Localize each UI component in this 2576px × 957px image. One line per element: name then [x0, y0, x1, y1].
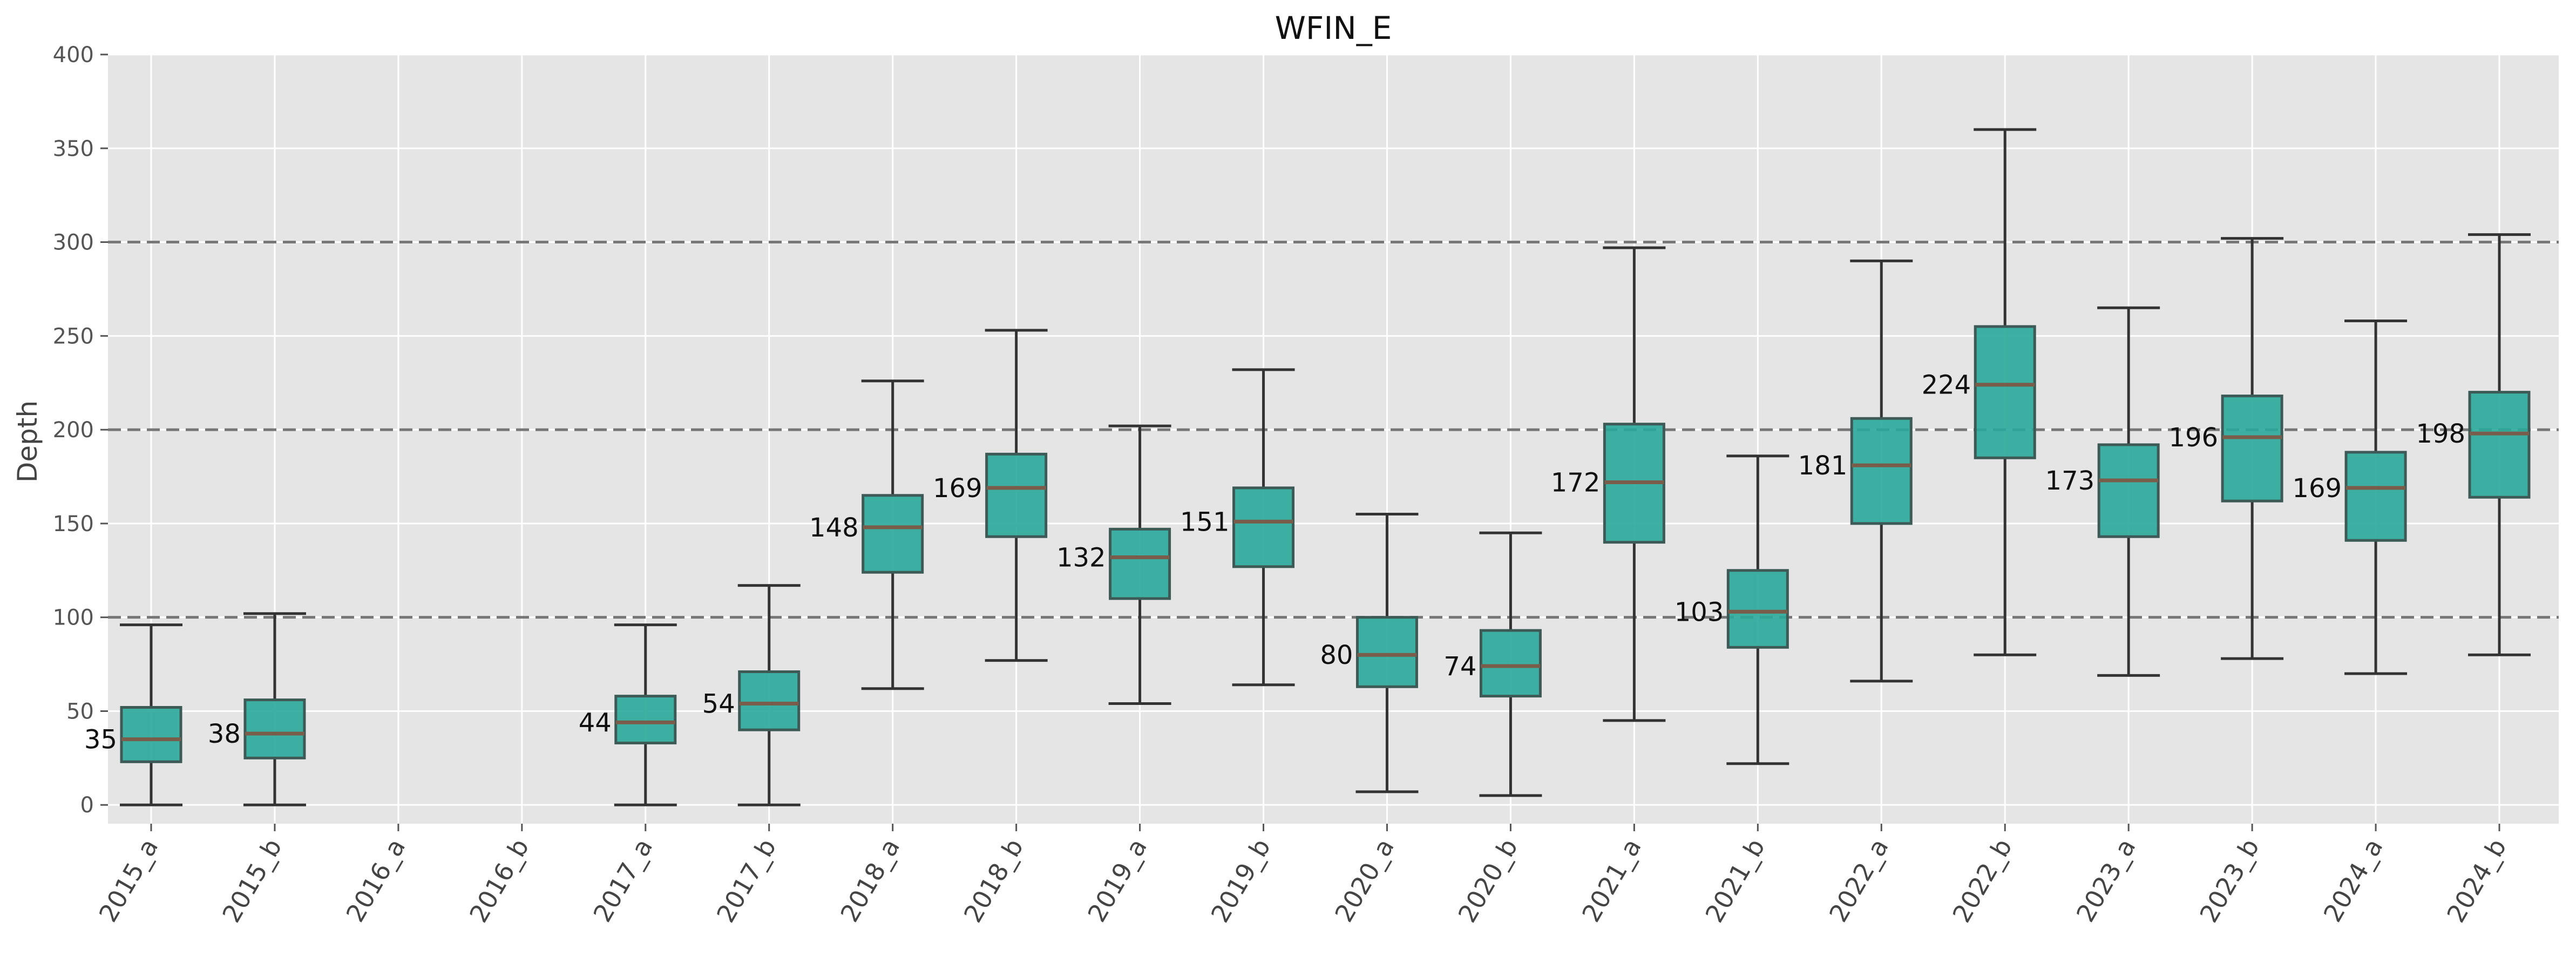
median-label: 74	[1443, 651, 1476, 682]
x-tick-label: 2015_b	[216, 834, 287, 928]
median-label: 151	[1180, 507, 1230, 537]
y-tick-label: 200	[53, 418, 94, 443]
x-tick-label: 2017_b	[711, 834, 782, 928]
x-tick-label: 2019_b	[1205, 834, 1276, 928]
box-body	[862, 494, 924, 574]
chart-title: WFIN_E	[1275, 10, 1392, 46]
box-2024_b	[2468, 233, 2531, 656]
box-body	[985, 452, 1048, 538]
x-tick-label: 2020_a	[1329, 834, 1400, 927]
median-label: 224	[1922, 370, 1971, 401]
y-axis-label: Depth	[12, 401, 43, 483]
median-label: 172	[1551, 467, 1601, 498]
median-label: 132	[1056, 542, 1106, 573]
box-2024_a	[2344, 320, 2408, 675]
median-label: 38	[208, 719, 241, 749]
box-2021_b	[1726, 454, 1789, 765]
median-label: 103	[1675, 597, 1724, 627]
y-axis-ticks: 0 50 100 150 200 250 300 350 400	[53, 43, 108, 818]
box-body	[1232, 486, 1295, 568]
box-2015_b	[243, 612, 306, 806]
x-tick-label: 2022_a	[1823, 834, 1894, 927]
y-tick-label: 150	[53, 512, 94, 537]
box-2023_b	[2221, 237, 2284, 660]
box-body	[2468, 391, 2531, 499]
x-tick-label: 2016_a	[341, 834, 411, 927]
x-tick-label: 2017_a	[587, 834, 658, 927]
median-label: 169	[2292, 473, 2342, 504]
box-2022_b	[1974, 128, 2037, 656]
y-tick-label: 300	[53, 230, 94, 255]
box-body	[2097, 443, 2160, 538]
x-tick-label: 2016_b	[464, 834, 534, 928]
box-body	[2221, 395, 2283, 503]
box-body	[614, 695, 677, 745]
x-tick-label: 2019_a	[1082, 834, 1153, 927]
x-tick-label: 2022_b	[1947, 834, 2017, 928]
x-tick-label: 2021_a	[1576, 834, 1647, 927]
box-body	[1109, 527, 1171, 600]
box-body	[120, 706, 182, 763]
median-label: 198	[2416, 419, 2465, 449]
reference-lines	[108, 241, 2559, 619]
median-label: 173	[2045, 466, 2095, 496]
median-label: 80	[1320, 640, 1353, 670]
box-body	[738, 670, 801, 731]
x-tick-label: 2015_a	[93, 834, 164, 927]
median-label: 54	[702, 689, 735, 720]
x-tick-label: 2018_a	[835, 834, 905, 927]
box-2019_a	[1108, 424, 1171, 705]
boxes-layer	[120, 128, 2531, 806]
box-2018_a	[861, 379, 924, 690]
box-body	[1974, 325, 2036, 459]
x-tick-label: 2020_b	[1453, 834, 1523, 928]
box-2017_b	[737, 584, 801, 806]
box-2023_a	[2097, 306, 2160, 677]
box-body	[1726, 569, 1789, 649]
box-2018_b	[985, 329, 1048, 662]
box-2020_a	[1355, 513, 1419, 793]
box-body	[2344, 451, 2407, 542]
y-tick-label: 350	[53, 137, 94, 161]
box-2015_a	[120, 623, 182, 806]
median-label: 196	[2168, 423, 2218, 453]
x-axis-ticks: 2015_a 2015_b 2016_a 2016_b 2017_a 2017_b 2018…	[93, 824, 2512, 927]
plot-background	[108, 55, 2559, 824]
median-label: 35	[84, 725, 117, 755]
y-tick-label: 400	[53, 43, 94, 67]
y-tick-label: 50	[66, 699, 94, 724]
x-tick-label: 2023_b	[2194, 834, 2265, 928]
box-2017_a	[614, 623, 677, 806]
box-2019_b	[1232, 368, 1295, 687]
box-body	[1479, 629, 1542, 698]
y-tick-label: 250	[53, 324, 94, 349]
box-body	[1355, 616, 1418, 688]
median-label: 169	[933, 473, 982, 504]
box-body	[1850, 417, 1913, 525]
x-tick-label: 2023_a	[2071, 834, 2141, 927]
x-tick-label: 2024_a	[2318, 834, 2389, 927]
x-tick-label: 2024_b	[2441, 834, 2512, 928]
box-2020_b	[1479, 531, 1542, 797]
median-label: 44	[579, 708, 612, 738]
median-label: 148	[809, 513, 859, 543]
x-tick-label: 2021_b	[1699, 834, 1770, 928]
box-body	[243, 698, 306, 759]
median-labels: 35 38 44 54 148 169 132 151 80 74 172 103 181 224 173 1…	[84, 370, 2465, 755]
box-2022_a	[1850, 259, 1913, 683]
x-tick-label: 2018_b	[958, 834, 1029, 928]
y-tick-label: 0	[80, 793, 94, 818]
box-2021_a	[1603, 246, 1666, 722]
median-label: 181	[1798, 451, 1848, 481]
y-tick-label: 100	[53, 606, 94, 630]
